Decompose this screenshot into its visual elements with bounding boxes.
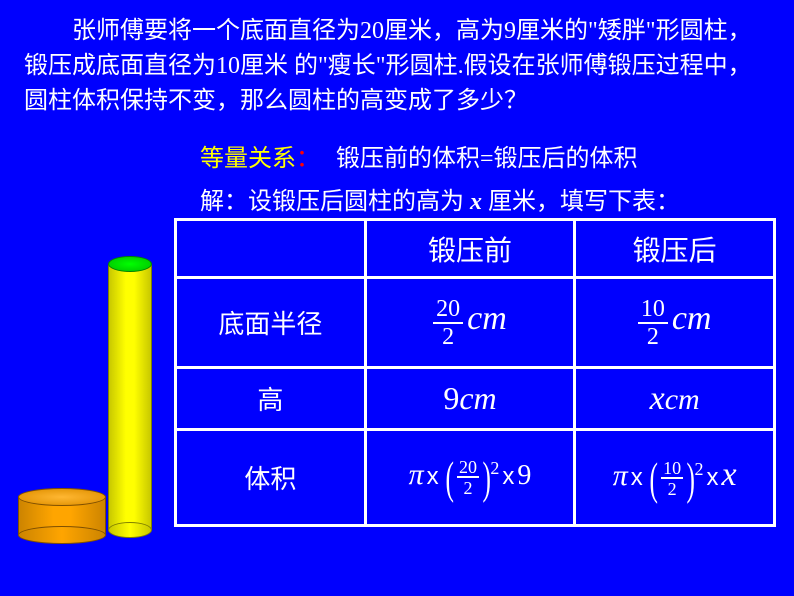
row-height-before: 9cm <box>365 368 575 430</box>
tall-cylinder-icon <box>108 256 152 538</box>
relation-block: 等量关系： 锻压前的体积=锻压后的体积 解：设锻压后圆柱的高为 x 厘米，填写下… <box>200 138 760 216</box>
header-blank <box>176 220 366 278</box>
header-before: 锻压前 <box>365 220 575 278</box>
data-table: 锻压前 锻压后 底面半径 202cm 102cm 高 9cm xcm 体积 πx… <box>174 218 776 527</box>
row-radius-before: 202cm <box>365 278 575 368</box>
short-cylinder-icon <box>18 488 106 544</box>
solve-line: 解：设锻压后圆柱的高为 x 厘米，填写下表： <box>200 181 760 216</box>
row-radius-after: 102cm <box>575 278 775 368</box>
row-radius-label: 底面半径 <box>176 278 366 368</box>
row-volume-after: πx(102)2xx <box>575 430 775 526</box>
equal-relation-label: 等量关系： <box>200 146 320 172</box>
row-height-after: xcm <box>575 368 775 430</box>
row-height-label: 高 <box>176 368 366 430</box>
row-volume-label: 体积 <box>176 430 366 526</box>
problem-text: 张师傅要将一个底面直径为20厘米，高为9厘米的"矮胖"形圆柱，锻压成底面直径为1… <box>0 0 794 118</box>
header-after: 锻压后 <box>575 220 775 278</box>
relation-text: 锻压前的体积=锻压后的体积 <box>336 146 638 172</box>
row-volume-before: πx(202)2x9 <box>365 430 575 526</box>
